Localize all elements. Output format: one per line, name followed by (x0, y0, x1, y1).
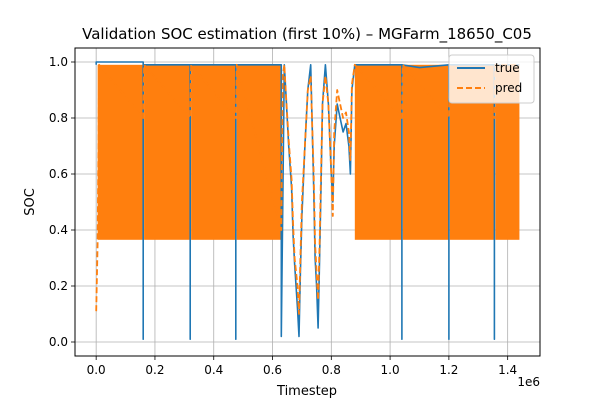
x-axis-offset-label: 1e6 (517, 375, 540, 389)
y-tick-label: 0.0 (49, 335, 68, 349)
pred-oscillation-band (236, 64, 282, 240)
series-pred-line (95, 63, 520, 315)
y-tick-label: 1.0 (49, 55, 68, 69)
y-tick-label: 0.8 (49, 111, 68, 125)
y-tick-label: 0.4 (49, 223, 68, 237)
legend-true-label: true (495, 61, 520, 75)
legend: true pred (448, 54, 535, 104)
x-tick-label: 0.6 (263, 363, 282, 377)
x-axis-label: Timestep (276, 384, 337, 399)
axis-ticks: 0.0 0.2 0.4 0.6 0.8 1.0 1.2 1.4 0.0 0.2 0.4 0.6 0.8 1… (49, 55, 517, 377)
pred-oscillation-band (144, 64, 191, 240)
pred-oscillation-band (191, 64, 236, 240)
y-tick-label: 0.6 (49, 167, 68, 181)
y-axis-label: SOC (23, 188, 38, 216)
x-tick-label: 1.4 (498, 363, 517, 377)
x-tick-label: 0.4 (204, 363, 223, 377)
chart-title: Validation SOC estimation (first 10%) – … (82, 25, 532, 44)
x-tick-label: 1.2 (439, 363, 458, 377)
x-tick-label: 0.2 (145, 363, 164, 377)
pred-oscillation-band (97, 64, 144, 240)
legend-box (448, 54, 535, 104)
pred-oscillation-band (402, 64, 449, 240)
data-layer (95, 61, 520, 340)
plot-area-frame (74, 47, 541, 357)
legend-pred-label: pred (495, 81, 522, 95)
pred-oscillation-band (354, 64, 402, 240)
y-tick-label: 0.2 (49, 279, 68, 293)
x-tick-label: 0.0 (87, 363, 106, 377)
x-tick-label: 0.8 (322, 363, 341, 377)
x-tick-label: 1.0 (381, 363, 400, 377)
